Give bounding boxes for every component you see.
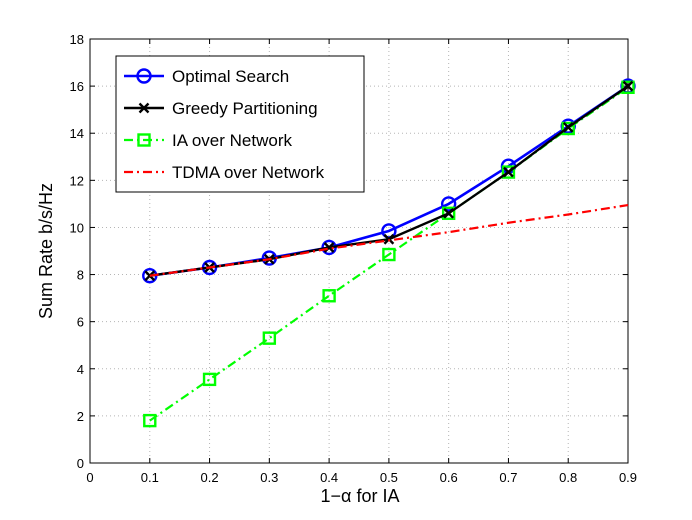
point-greedy-partitioning-marker-stroke [562, 121, 574, 133]
x-tick-label: 0.1 [141, 470, 159, 485]
x-tick-label: 0 [86, 470, 93, 485]
x-tick-label: 0.7 [499, 470, 517, 485]
y-tick-label: 16 [70, 79, 84, 94]
point-ia-over-network-marker [143, 413, 157, 428]
y-tick-label: 6 [77, 315, 84, 330]
point-greedy-partitioning-marker [503, 166, 514, 178]
x-tick-label: 0.9 [619, 470, 637, 485]
point-greedy-partitioning-marker [443, 207, 455, 219]
point-ia-over-network-marker [441, 206, 456, 221]
x-tick-label: 0.6 [440, 470, 458, 485]
legend-item-ia-over-network: IA over Network [124, 131, 292, 150]
series-line-ia-over-network [149, 86, 629, 422]
point-ia-over-network-marker [202, 372, 217, 387]
x-tick-label: 0.8 [559, 470, 577, 485]
point-greedy-partitioning-marker-stroke [622, 80, 634, 92]
y-tick-label: 0 [77, 456, 84, 471]
series-layer [142, 78, 636, 428]
point-greedy-partitioning-marker-stroke [144, 270, 156, 282]
legend-item-optimal-search: Optimal Search [124, 67, 289, 86]
x-axis-label: 1−α for IA [321, 486, 400, 506]
point-greedy-partitioning-marker [383, 233, 395, 245]
series-ia-over-network [143, 80, 635, 428]
legend-label-optimal-search: Optimal Search [172, 67, 289, 86]
y-tick-label: 4 [77, 362, 84, 377]
point-ia-over-network-marker [561, 121, 575, 136]
y-tick-label: 8 [77, 268, 84, 283]
series-line-tdma-over-network [149, 203, 629, 277]
legend-label-ia-over-network: IA over Network [172, 131, 292, 150]
point-greedy-partitioning-marker [562, 121, 574, 133]
y-tick-label: 2 [77, 409, 84, 424]
point-ia-over-network-marker [262, 331, 277, 345]
y-tick-label: 10 [70, 220, 84, 235]
point-greedy-partitioning-marker-stroke [443, 207, 455, 219]
point-optimal-search-marker [440, 196, 457, 212]
legend-optimal-search-marker [136, 68, 152, 84]
point-greedy-partitioning-marker [323, 242, 335, 253]
x-tick-label: 0.2 [201, 470, 219, 485]
point-greedy-partitioning-marker-stroke [323, 242, 335, 253]
legend-box [115, 55, 365, 193]
x-tick-label: 0.5 [380, 470, 398, 485]
y-tick-label: 12 [70, 173, 84, 188]
legend: Optimal Search Greedy Partitioning IA over… [115, 55, 365, 193]
legend-ia-over-network-marker [137, 133, 151, 147]
point-ia-over-network-marker [382, 247, 396, 262]
point-ia-over-network-marker [322, 289, 336, 303]
y-axis-label: Sum Rate b/s/Hz [36, 183, 56, 319]
y-tick-label: 18 [70, 32, 84, 47]
legend-greedy-partitioning-marker [138, 102, 150, 114]
x-tick-label: 0.3 [260, 470, 278, 485]
point-greedy-partitioning-marker [144, 270, 156, 282]
plot-frame [89, 38, 629, 464]
legend-label-greedy-partitioning: Greedy Partitioning [172, 99, 318, 118]
point-greedy-partitioning-marker-stroke [503, 166, 514, 178]
point-optimal-search-marker [381, 223, 397, 239]
point-ia-over-network-marker [501, 165, 516, 179]
series-tdma-over-network [149, 203, 629, 277]
point-greedy-partitioning-marker [622, 80, 634, 92]
x-tick-label: 0.4 [320, 470, 338, 485]
legend-item-greedy-partitioning: Greedy Partitioning [124, 99, 318, 118]
legend-label-tdma-over-network: TDMA over Network [172, 163, 325, 182]
axes: 0 0.1 0.2 0.3 0.4 0.5 0.6 0.7 0.8 0.9 0 2 4 6 8 10 12 14 1… [70, 32, 638, 485]
point-ia-over-network-marker [621, 80, 635, 94]
y-tick-label: 14 [70, 126, 84, 141]
legend-greedy-partitioning-marker-stroke [138, 102, 150, 114]
point-greedy-partitioning-marker-stroke [383, 233, 395, 245]
legend-item-tdma-over-network: TDMA over Network [124, 163, 325, 182]
